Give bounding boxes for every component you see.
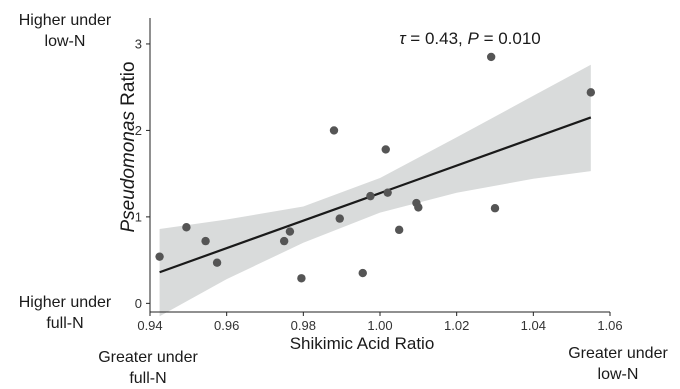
y-tick-label: 2 <box>135 123 142 138</box>
data-point <box>394 225 404 235</box>
p-value: = 0.010 <box>479 29 541 48</box>
data-point <box>586 88 596 97</box>
y-axis-label-italic: Pseudomonas <box>118 111 139 233</box>
corner-label-bottom-left-line2: full-N <box>46 315 84 332</box>
tau-value: = 0.43, <box>406 29 468 48</box>
corner-label-top-left-line1: Higher under <box>18 12 112 29</box>
data-point <box>366 191 375 201</box>
confidence-band <box>159 64 591 317</box>
data-point <box>297 274 306 283</box>
corner-label-bottom-right-line2: low-N <box>597 366 639 383</box>
corner-label-top-left: Higher under low-N <box>10 10 120 52</box>
corner-label-bottom-mid-line1: Greater under <box>98 349 198 366</box>
p-symbol: P <box>468 29 480 48</box>
corner-label-bottom-left: Higher under full-N <box>10 292 120 334</box>
data-point <box>329 126 339 135</box>
corner-label-bottom-right-line1: Greater under <box>568 345 668 362</box>
x-tick-label: 1.04 <box>521 318 546 333</box>
corner-label-top-left-line2: low-N <box>44 33 86 50</box>
data-point <box>155 252 164 261</box>
y-tick-label: 1 <box>135 209 142 224</box>
fit-line-layer <box>159 116 592 274</box>
y-axis-label-rest: Ratio <box>118 61 139 111</box>
data-point <box>279 236 289 246</box>
data-point <box>383 188 392 197</box>
axes-layer: 0.94 0.96 0.98 1.00 1.02 1.04 1.06 0 1 2 3 <box>135 18 623 333</box>
data-point <box>414 203 423 212</box>
x-tick-label: 0.96 <box>214 318 239 333</box>
data-point <box>201 236 210 246</box>
regression-line <box>159 116 592 274</box>
x-tick-label: 1.00 <box>367 318 392 333</box>
corner-label-bottom-right: Greater under low-N <box>556 343 680 385</box>
corner-label-bottom-mid: Greater under full-N <box>82 347 214 389</box>
data-point <box>335 214 344 223</box>
x-tick-label: 0.94 <box>137 318 162 333</box>
data-point <box>490 204 500 213</box>
data-point <box>285 227 295 236</box>
data-point <box>212 258 222 267</box>
data-point <box>358 268 367 278</box>
tau-symbol: τ <box>399 29 407 48</box>
data-point <box>381 145 390 154</box>
y-tick-label: 3 <box>135 36 142 51</box>
data-point <box>182 223 191 232</box>
y-tick-label: 0 <box>135 296 142 311</box>
x-tick-label: 1.02 <box>444 318 469 333</box>
data-point <box>486 52 496 62</box>
x-axis-label: Shikimic Acid Ratio <box>290 334 435 353</box>
y-axis-label: Pseudomonas Ratio <box>118 61 139 232</box>
corner-label-bottom-left-line1: Higher under <box>18 294 112 311</box>
x-tick-label: 0.98 <box>291 318 316 333</box>
stats-annotation: τ = 0.43, P = 0.010 <box>399 29 541 48</box>
confidence-band-layer <box>159 64 591 317</box>
x-tick-label: 1.06 <box>597 318 622 333</box>
data-points-layer <box>155 52 596 283</box>
corner-label-bottom-mid-line2: full-N <box>129 370 167 387</box>
